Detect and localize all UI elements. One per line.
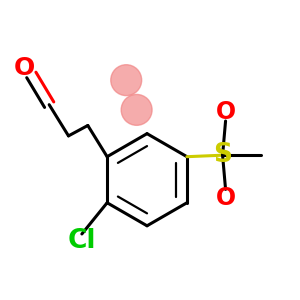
Text: Cl: Cl <box>68 228 96 254</box>
Text: S: S <box>213 142 232 168</box>
Text: O: O <box>215 186 236 210</box>
Text: O: O <box>13 56 34 80</box>
Circle shape <box>111 65 142 96</box>
Text: O: O <box>215 100 236 124</box>
Circle shape <box>121 94 152 125</box>
